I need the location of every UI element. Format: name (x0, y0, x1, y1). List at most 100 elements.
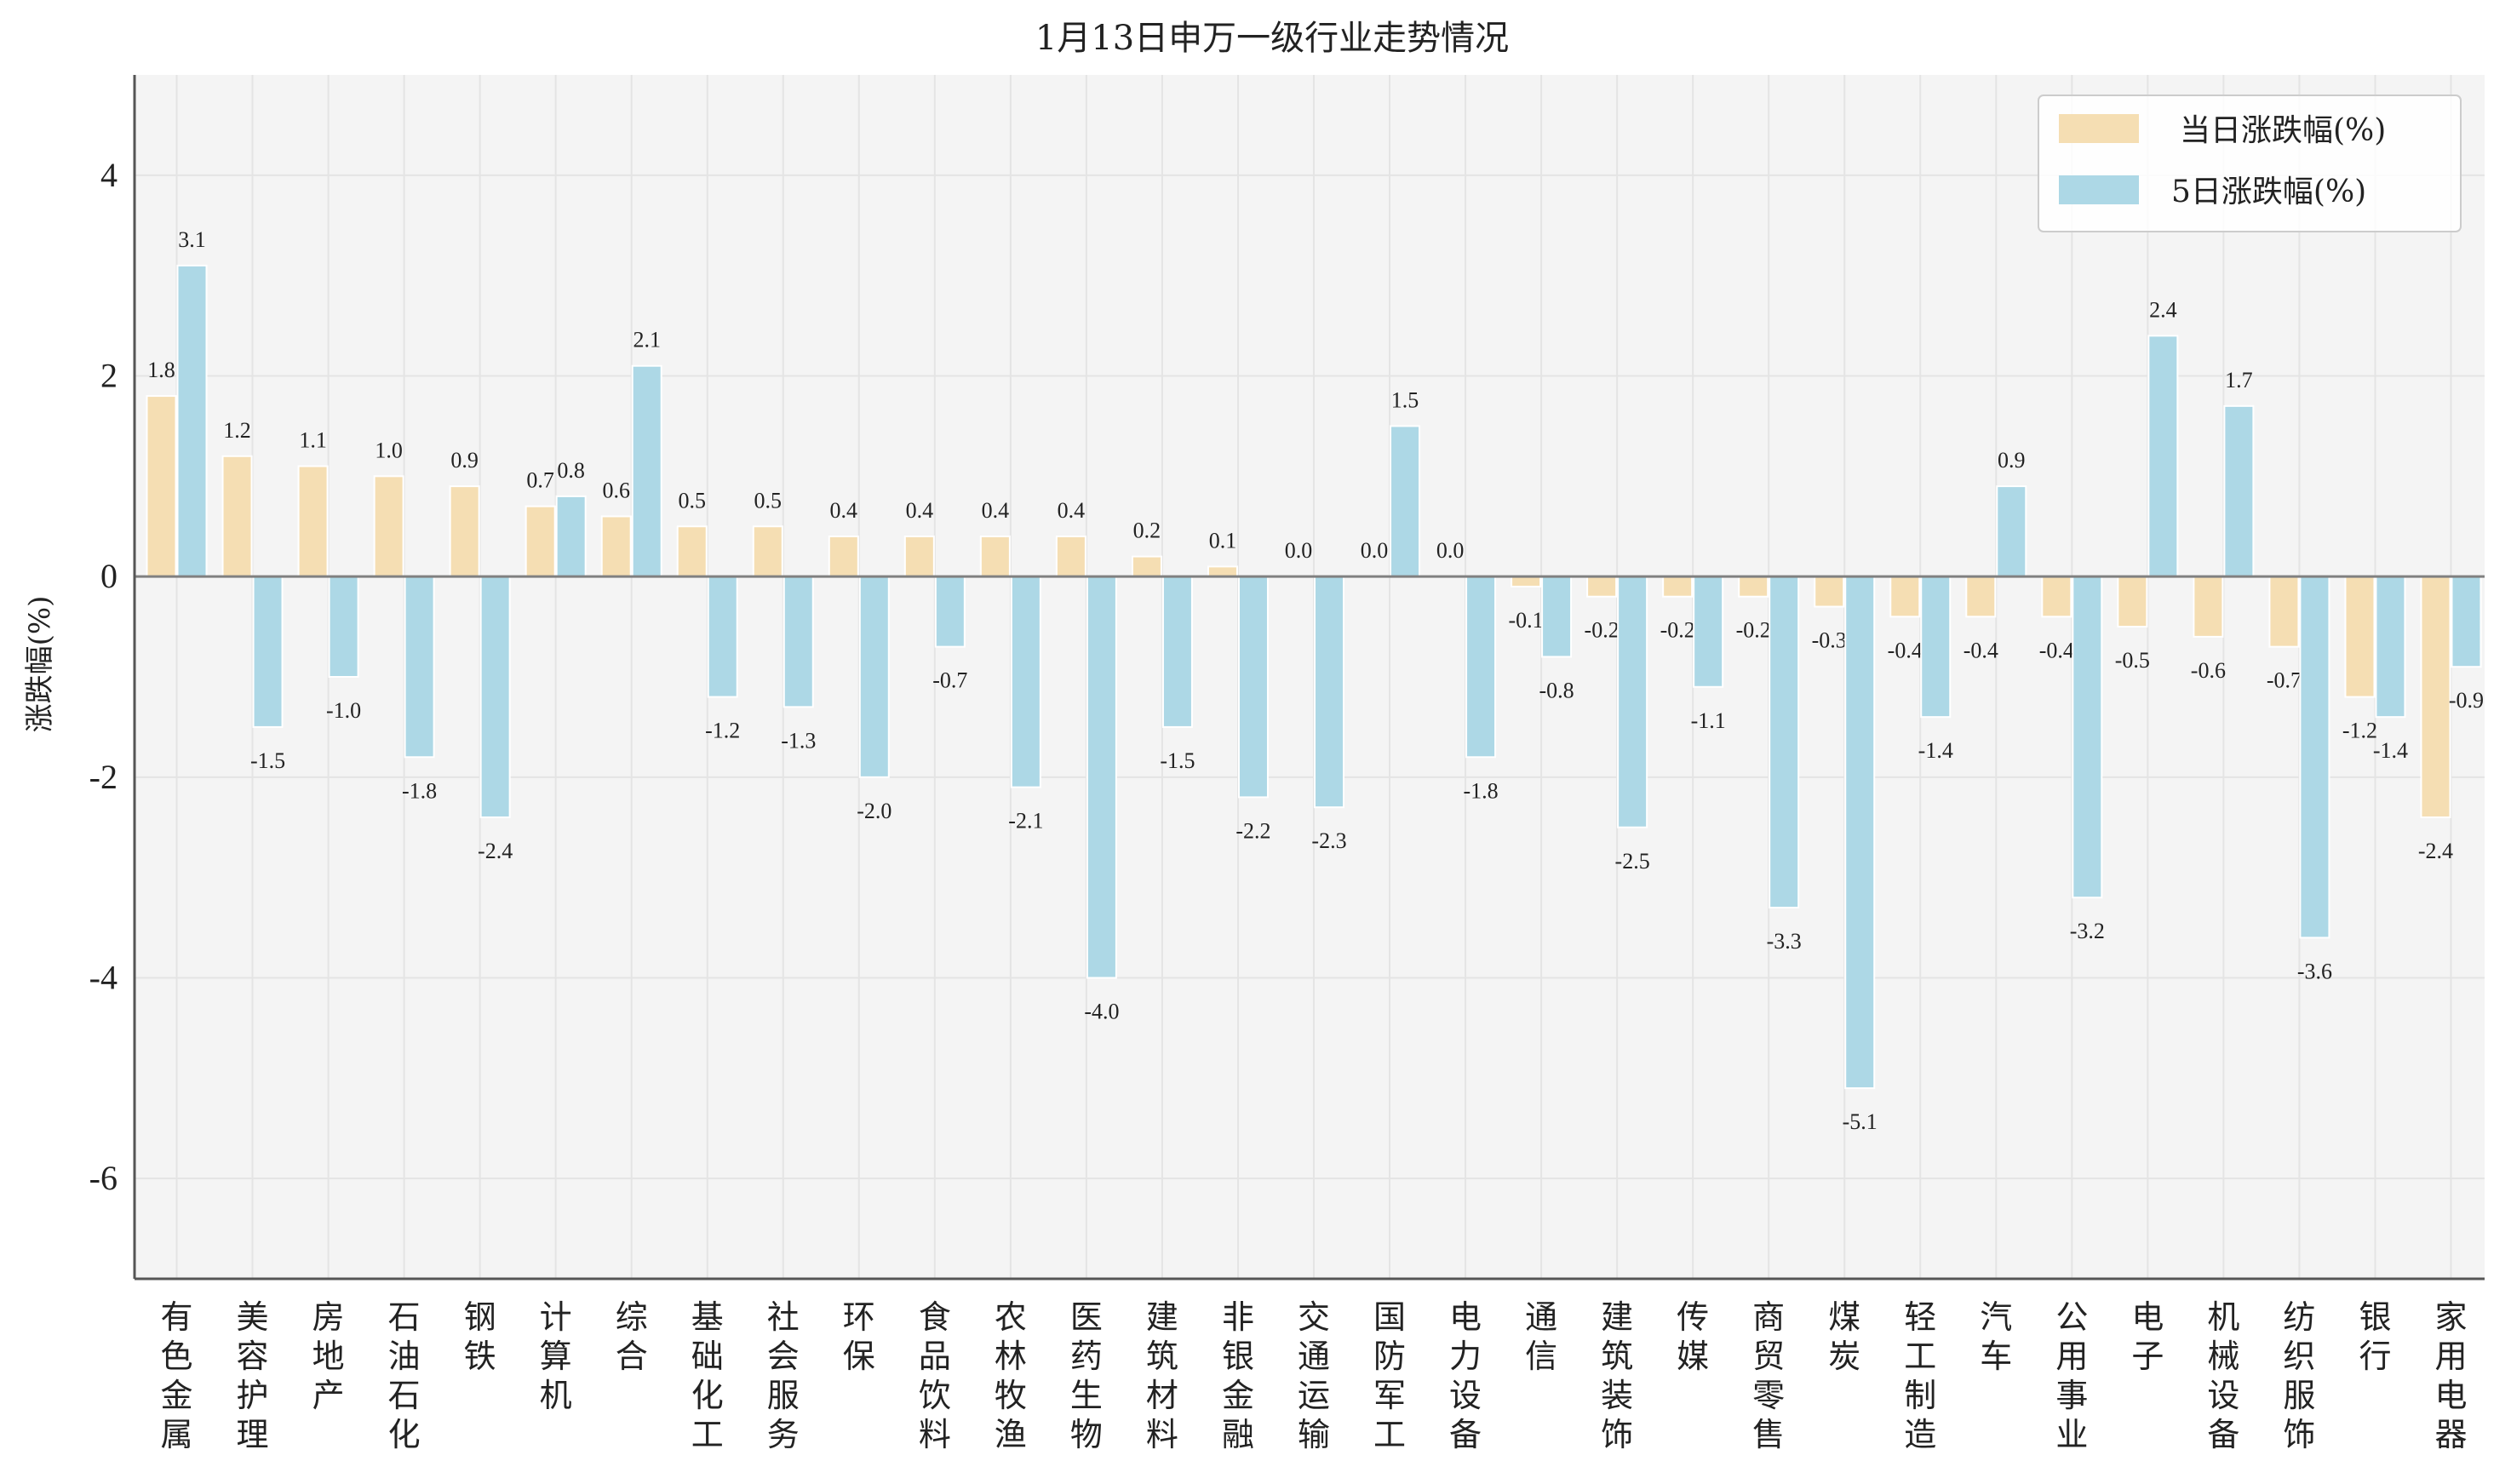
legend-label-daily: 当日涨跌幅(%) (2180, 113, 2386, 148)
data-label-5day: -3.3 (1767, 929, 1802, 954)
data-label-daily: -0.1 (1509, 608, 1544, 633)
bar-5day-change (1390, 425, 1421, 578)
bar-daily-change (1738, 576, 1769, 598)
bar-daily-change (2041, 576, 2072, 618)
bar-daily-change (1662, 576, 1694, 598)
bar-5day-change (555, 495, 587, 578)
data-label-5day: 2.1 (633, 328, 661, 352)
bar-5day-change (1844, 576, 1876, 1090)
x-tick-label: 计算机 (540, 1298, 572, 1414)
x-tick-label: 农林牧渔 (995, 1298, 1027, 1453)
data-label-daily: 0.4 (906, 498, 934, 523)
data-label-5day: 0.8 (557, 458, 585, 483)
data-label-5day: 3.1 (178, 227, 206, 252)
data-label-5day: -1.8 (402, 778, 437, 803)
bar-daily-change (676, 525, 708, 578)
bar-daily-change (1055, 536, 1086, 578)
data-label-daily: 0.4 (1058, 498, 1086, 523)
data-label-daily: 0.9 (450, 448, 479, 473)
bar-daily-change (752, 525, 783, 578)
bar-daily-change (221, 455, 253, 578)
x-tick-label: 非银金融 (1222, 1298, 1254, 1453)
data-label-daily: 0.7 (526, 468, 554, 493)
y-tick-label: -4 (89, 959, 118, 997)
x-tick-label: 汽车 (1980, 1298, 2012, 1375)
bar-5day-change (479, 576, 511, 818)
x-tick-label: 商贸零售 (1752, 1298, 1785, 1453)
data-label-daily: -0.6 (2191, 658, 2226, 683)
data-label-5day: -2.1 (1008, 809, 1043, 834)
y-tick-label: 4 (100, 156, 118, 194)
bar-5day-change (328, 576, 359, 679)
bar-daily-change (525, 505, 556, 578)
data-label-daily: -0.7 (2267, 668, 2302, 693)
x-tick-label: 煤炭 (1828, 1298, 1860, 1375)
data-label-5day: -2.5 (1615, 849, 1650, 874)
data-label-5day: -4.0 (1084, 1000, 1119, 1024)
bar-daily-change (828, 536, 859, 578)
bar-daily-change (146, 395, 177, 578)
x-tick-label: 轻工制造 (1904, 1298, 1936, 1453)
data-label-daily: 1.8 (147, 358, 175, 382)
data-label-daily: 1.1 (299, 428, 327, 453)
y-tick-label: -2 (89, 758, 118, 796)
plot-area: 4 2 0 -2 -4 -6 1.8 3.1 有色金属 1.2 -1.5 美容护理 1.1 -1.0 房地产… (89, 75, 2485, 1453)
bar-daily-change (1586, 576, 1618, 598)
x-tick-label: 传媒 (1677, 1298, 1709, 1375)
bar-5day-change (1769, 576, 1800, 909)
x-tick-label: 银行 (2359, 1298, 2391, 1375)
x-tick-label: 社会服务 (767, 1298, 800, 1453)
bar-daily-change (1131, 555, 1162, 578)
data-label-daily: 0.5 (754, 488, 783, 513)
data-label-daily: 0.5 (678, 488, 706, 513)
bar-5day-change (1996, 485, 2027, 578)
data-label-daily: -0.4 (1888, 638, 1923, 662)
x-tick-label: 基础化工 (691, 1298, 724, 1453)
bar-daily-change (297, 465, 329, 578)
x-tick-label: 国防军工 (1373, 1298, 1406, 1453)
data-label-daily: 0.1 (1209, 528, 1237, 553)
data-label-5day: -2.2 (1235, 818, 1270, 843)
bar-daily-change (1511, 576, 1542, 587)
x-tick-label: 纺织服饰 (2283, 1298, 2315, 1453)
bar-daily-change (1965, 576, 1997, 618)
data-label-5day: -1.5 (250, 748, 285, 773)
data-label-5day: -1.4 (1918, 738, 1953, 763)
x-tick-label: 电力设备 (1449, 1298, 1482, 1453)
x-tick-label: 美容护理 (237, 1298, 269, 1453)
data-label-5day: -3.2 (2070, 919, 2105, 943)
x-tick-label: 综合 (616, 1298, 648, 1375)
data-label-daily: -1.2 (2342, 719, 2377, 743)
data-label-daily: -0.5 (2115, 648, 2150, 673)
data-label-daily: -2.4 (2418, 839, 2453, 863)
legend-box (2038, 95, 2462, 232)
x-tick-label: 交通运输 (1298, 1298, 1330, 1453)
data-label-daily: -0.2 (1585, 618, 1620, 643)
bar-daily-change (1814, 576, 1845, 608)
bar-5day-change (1010, 576, 1041, 788)
bar-daily-change (903, 536, 935, 578)
y-axis-label: 涨跌幅(%) (23, 596, 57, 733)
data-label-daily: 0.2 (1133, 519, 1161, 543)
bar-5day-change (252, 576, 284, 728)
x-tick-label: 房地产 (312, 1298, 345, 1414)
y-tick-label: 0 (100, 557, 118, 595)
bar-daily-change (2193, 576, 2224, 638)
data-label-5day: -1.4 (2373, 738, 2408, 763)
x-tick-label: 建筑材料 (1146, 1298, 1178, 1453)
bar-5day-change (783, 576, 814, 708)
bar-5day-change (2299, 576, 2330, 939)
data-label-daily: -0.2 (1736, 618, 1771, 643)
bar-5day-change (1465, 576, 1497, 759)
data-label-5day: -2.3 (1311, 828, 1346, 853)
x-tick-label: 通信 (1525, 1298, 1557, 1375)
legend-label-5day: 5日涨跌幅(%) (2171, 175, 2366, 209)
bar-5day-change (176, 264, 208, 578)
bar-5day-change (1541, 576, 1573, 658)
x-tick-label: 石油石化 (388, 1298, 421, 1453)
bar-daily-change (600, 515, 632, 578)
data-label-5day: -1.0 (326, 698, 361, 723)
x-tick-label: 有色金属 (161, 1298, 193, 1453)
legend-swatch-5day (2059, 175, 2139, 204)
